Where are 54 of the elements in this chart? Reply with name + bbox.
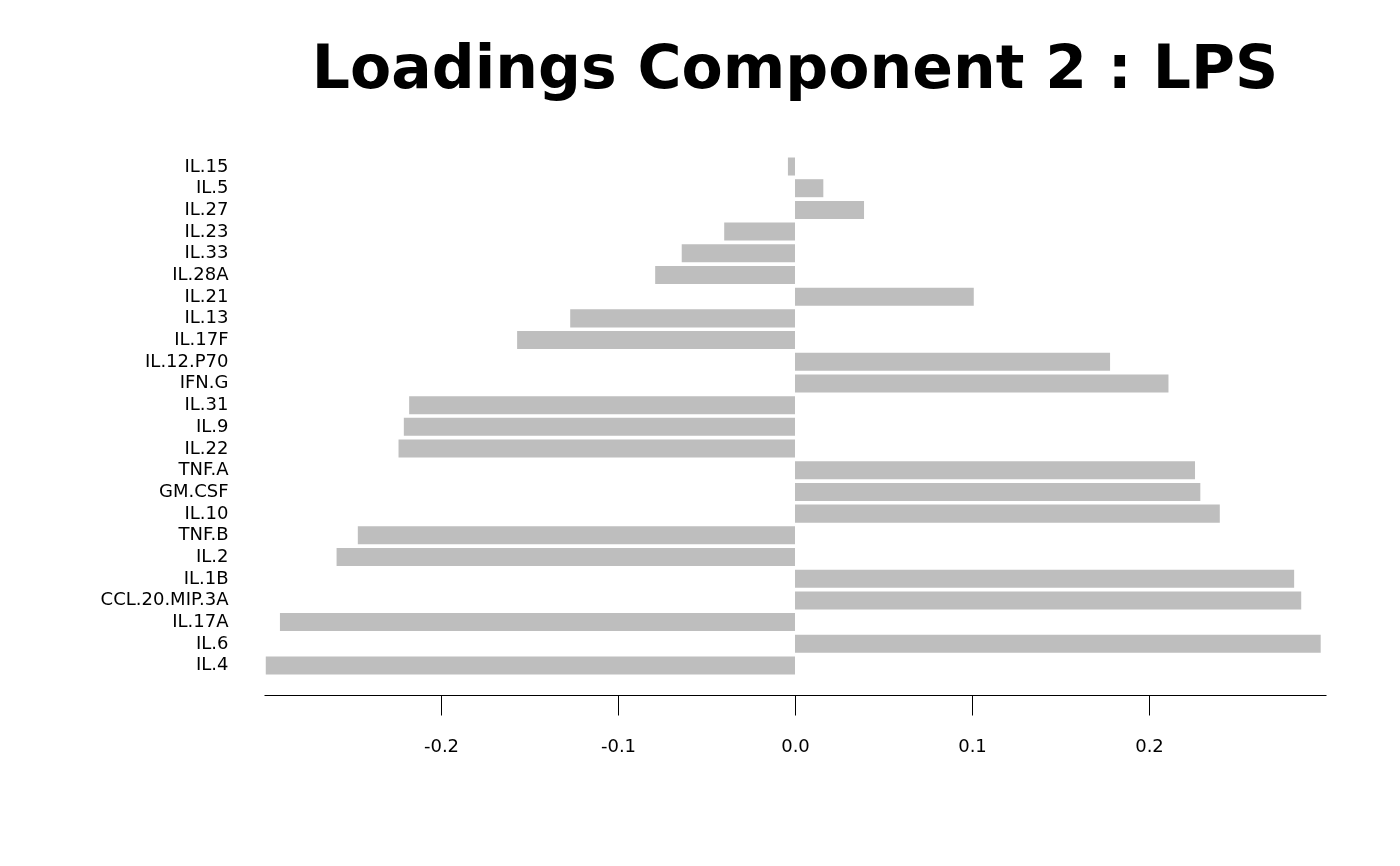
y-tick-label: IL.17F — [174, 328, 229, 350]
bar — [409, 396, 795, 415]
y-tick-label: IL.15 — [184, 154, 229, 176]
bar — [795, 287, 974, 306]
y-tick-label: CCL.20.MIP.3A — [100, 588, 230, 610]
y-tick-label: IL.22 — [184, 436, 229, 458]
y-tick-label: GM.CSF — [158, 479, 229, 501]
bar — [398, 439, 795, 458]
y-tick-label: TNF.A — [177, 458, 230, 480]
bar — [795, 569, 1295, 588]
y-tick-label: IL.31 — [184, 393, 229, 415]
bar — [724, 222, 795, 241]
y-tick-label: IL.17A — [172, 610, 230, 632]
y-tick-label: IL.9 — [195, 414, 229, 436]
bar — [265, 656, 795, 675]
bar — [795, 634, 1321, 653]
bar — [655, 265, 795, 284]
bar — [336, 548, 795, 567]
bar — [795, 352, 1111, 371]
y-tick-label: IL.13 — [184, 306, 229, 328]
bar — [787, 157, 795, 176]
y-tick-label: IL.4 — [195, 653, 229, 675]
x-tick-label: -0.1 — [600, 734, 637, 756]
y-tick-label: IL.33 — [184, 241, 229, 263]
x-tick-label: 0.0 — [781, 734, 810, 756]
y-tick-label: IL.1B — [183, 566, 229, 588]
y-tick-label: IFN.G — [179, 371, 229, 393]
x-tick-label: 0.1 — [958, 734, 987, 756]
bar — [795, 179, 824, 198]
bar — [795, 504, 1220, 523]
y-tick-label: IL.27 — [184, 197, 229, 219]
x-tick-label: -0.2 — [423, 734, 460, 756]
chart-title: Loadings Component 2 : LPS — [311, 32, 1279, 102]
y-tick-label: IL.2 — [195, 545, 229, 567]
bar — [795, 461, 1196, 480]
bar — [795, 374, 1169, 393]
bar — [570, 309, 795, 328]
bar — [357, 526, 795, 545]
y-tick-label: IL.6 — [195, 631, 229, 653]
y-tick-label: TNF.B — [177, 523, 229, 545]
bar — [279, 613, 795, 632]
y-tick-label: IL.23 — [184, 219, 229, 241]
y-tick-label: IL.10 — [184, 501, 229, 523]
bar — [517, 331, 795, 350]
bar — [795, 200, 865, 219]
bar — [681, 244, 795, 263]
bar — [795, 591, 1302, 610]
y-tick-label: IL.28A — [172, 262, 230, 284]
y-tick-label: IL.5 — [195, 176, 229, 198]
y-tick-label: IL.12.P70 — [145, 349, 229, 371]
y-tick-label: IL.21 — [184, 284, 229, 306]
bar — [795, 482, 1201, 501]
x-tick-label: 0.2 — [1135, 734, 1164, 756]
bar — [403, 417, 795, 436]
